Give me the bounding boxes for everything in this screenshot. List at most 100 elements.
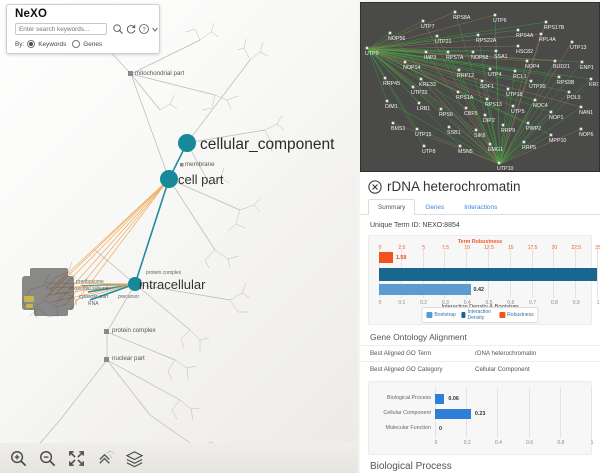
gene-node-label[interactable]: KRI1 [589, 82, 599, 88]
gene-node-label[interactable]: MPP10 [549, 138, 566, 144]
gene-node-label[interactable]: NOP58 [471, 55, 488, 61]
gene-node-label[interactable]: BUD21 [553, 64, 570, 70]
gridline [560, 388, 561, 438]
gene-node-label[interactable]: EMG1 [488, 147, 503, 153]
gene-node-label[interactable]: DIM1 [385, 104, 398, 110]
ontology-tree-canvas[interactable]: cellular_component cell part intracellul… [0, 0, 358, 473]
gene-node-label[interactable]: UTP18 [506, 92, 523, 98]
gene-node-label[interactable]: UTP6 [493, 18, 507, 24]
gene-node-label[interactable]: BMS1 [391, 126, 405, 132]
gene-node-label[interactable]: NOP6 [579, 132, 593, 138]
gene-node-label[interactable]: POL5 [567, 95, 581, 101]
x-axis-tick: 0.4 [492, 440, 504, 446]
gene-node-label[interactable]: LRB1 [417, 106, 430, 112]
gene-node-label[interactable]: RPS8A [453, 15, 471, 21]
tree-node-intracellular[interactable] [128, 277, 142, 291]
top-axis-tick: 2.5 [396, 245, 408, 251]
bar-value-label: 0 [439, 426, 442, 432]
gene-node-label[interactable]: UTP21 [435, 39, 452, 45]
gene-node-label[interactable]: UTP13 [570, 45, 587, 51]
app-title: NeXO [15, 8, 47, 20]
svg-text:?: ? [142, 27, 146, 33]
gridline [497, 388, 498, 438]
row-value: rDNA heterochromatin [475, 350, 536, 357]
tab-interactions[interactable]: Interactions [454, 199, 507, 215]
gene-node-label[interactable]: UTP15 [415, 132, 432, 138]
gene-node-label[interactable]: RCL1 [513, 74, 527, 80]
gene-node-label[interactable]: UTP5 [511, 109, 525, 115]
gene-node-label[interactable]: SSA1 [494, 54, 508, 60]
zoom-in-icon[interactable] [9, 449, 28, 468]
by-label: By: [15, 41, 24, 48]
top-axis-tick: 7.5 [439, 245, 451, 251]
gene-node-label[interactable]: NOP1 [549, 115, 563, 121]
gene-node-label[interactable]: RPS1A [456, 95, 474, 101]
gene-node-label[interactable]: NOP4 [525, 64, 539, 70]
gene-node-label[interactable]: MSN5 [458, 149, 473, 155]
go-alignment-chart: Biological Process Cellular Component Mole… [368, 381, 592, 455]
section-gene-ontology-alignment: Gene Ontology Alignment [360, 325, 600, 345]
gene-node-label[interactable]: NAN1 [579, 110, 593, 116]
gene-node-label[interactable]: SOF1 [480, 84, 494, 90]
layers-icon[interactable] [125, 449, 144, 468]
gene-node-label[interactable]: RPL4A [539, 37, 556, 43]
zoom-out-icon[interactable] [38, 449, 57, 468]
refresh-icon[interactable] [125, 23, 137, 35]
tree-node-cell-part[interactable] [160, 170, 178, 188]
fit-screen-icon[interactable] [67, 449, 86, 468]
gene-node-label[interactable]: KRE33 [419, 82, 436, 88]
gene-node-label[interactable]: RPS7A [446, 55, 464, 61]
tab-summary[interactable]: Summary [368, 199, 415, 215]
gene-node-label[interactable]: UTP4 [488, 72, 502, 78]
application-window: cellular_component cell part intracellul… [0, 0, 600, 473]
gene-node-label[interactable]: CBF5 [464, 111, 478, 117]
close-circle-icon[interactable] [368, 180, 382, 194]
gene-node-label[interactable]: UTP10 [497, 166, 514, 171]
gene-node-label[interactable]: RRP9 [501, 128, 515, 134]
tab-genes[interactable]: Genes [415, 199, 454, 215]
gene-node-label[interactable]: NOC4 [533, 103, 548, 109]
gene-node-label[interactable]: PWP2 [526, 126, 541, 132]
gene-node-label[interactable]: RPS4A [516, 33, 534, 39]
gene-node-label[interactable]: SIK6 [474, 133, 486, 139]
gene-node-label[interactable]: UTP9 [365, 51, 379, 57]
gene-node-label[interactable]: RPS13 [485, 102, 502, 108]
unique-term-id: Unique Term ID: NEXO:8854 [360, 215, 600, 233]
radio-keywords[interactable] [27, 40, 35, 48]
top-axis-tick: 12.5 [483, 245, 495, 251]
gene-node-label[interactable]: DIP2 [483, 118, 495, 124]
gene-node-label[interactable]: NOP56 [388, 36, 405, 42]
search-icon[interactable] [112, 23, 124, 35]
bar-cellular-component [435, 409, 471, 419]
top-axis-tick: 5 [418, 245, 430, 251]
x-axis-tick: 0.2 [461, 440, 473, 446]
gene-node-label[interactable]: IMP3 [424, 55, 436, 61]
gene-node-label[interactable]: RPS22A [476, 38, 497, 44]
x-axis-tick: 1 [586, 440, 598, 446]
gene-node-label[interactable]: RRP5 [522, 145, 536, 151]
gene-node-label[interactable]: RPS17B [544, 25, 565, 31]
radio-genes-label: Genes [83, 41, 102, 48]
gene-node-label[interactable]: RRP45 [383, 81, 400, 87]
collapse-icon[interactable] [96, 449, 115, 468]
radio-genes[interactable] [72, 40, 80, 48]
gene-node-label[interactable]: ENP1 [580, 65, 594, 71]
gene-node-label[interactable]: RPS9B [557, 80, 575, 86]
gene-node-label[interactable]: SSB1 [447, 130, 461, 136]
chevron-down-icon[interactable] [151, 25, 159, 34]
tree-node-cellular-component[interactable] [178, 134, 196, 152]
gene-node-label[interactable]: RPS6 [439, 112, 453, 118]
section-biological-process: Biological Process [360, 455, 600, 473]
gene-node-label[interactable]: UTP8 [422, 149, 436, 155]
gene-node-label[interactable]: UTP22 [411, 90, 428, 96]
gene-node-label[interactable]: UTP20 [529, 84, 546, 90]
search-input[interactable] [15, 23, 107, 35]
category-label: Cellular Component [373, 410, 431, 416]
gene-network-panel[interactable]: RPS8A UTP6 UTP7 RPS17B NOP56 UTP21 RPS22A RPS4A… [360, 2, 600, 172]
gene-node-label[interactable]: RRP12 [457, 73, 474, 79]
gene-node-label[interactable]: HSC82 [516, 49, 533, 55]
gene-node-label[interactable]: NOP14 [403, 65, 420, 71]
legend-item-bootstrap: Bootstrap [426, 312, 455, 318]
gene-node-label[interactable]: UTP7 [421, 24, 435, 30]
help-icon[interactable]: ? [138, 23, 150, 35]
